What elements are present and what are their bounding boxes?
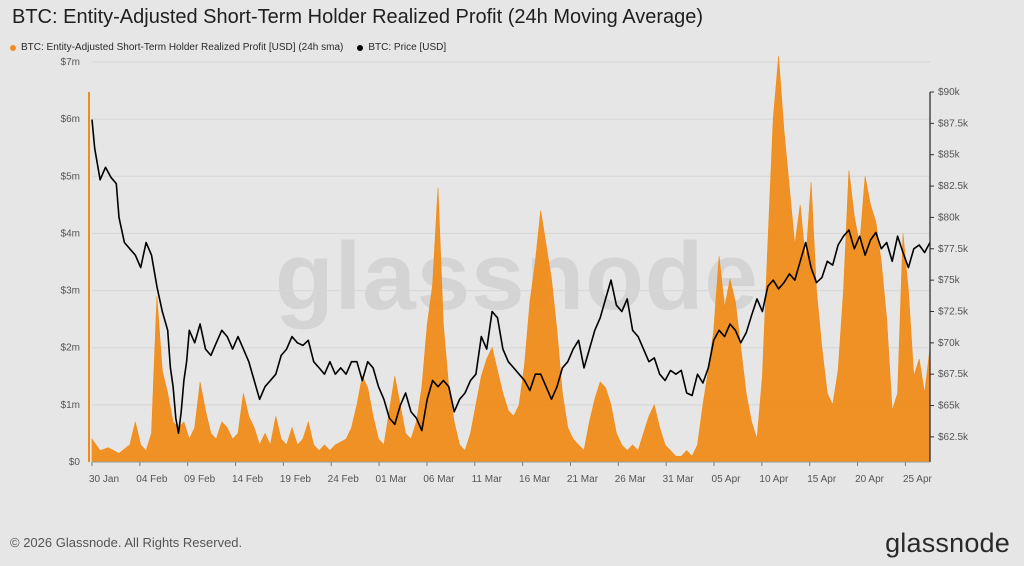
- right-tick-label: $82.5k: [938, 181, 969, 192]
- x-tick-label: 06 Mar: [423, 474, 455, 485]
- x-tick-label: 30 Jan: [89, 474, 119, 485]
- x-tick-label: 26 Mar: [615, 474, 647, 485]
- right-tick-label: $85k: [938, 150, 961, 161]
- left-tick-label: $1m: [61, 400, 80, 411]
- chart-title: BTC: Entity-Adjusted Short-Term Holder R…: [12, 6, 704, 28]
- x-tick-label: 24 Feb: [328, 474, 360, 485]
- series-profit: [91, 56, 931, 463]
- left-axis: $0 $1m $2m $3m $4m $5m $6m $7m: [61, 57, 81, 468]
- legend-label-price: BTC: Price [USD]: [368, 42, 447, 53]
- right-tick-label: $62.5k: [938, 432, 969, 443]
- x-tick-label: 14 Feb: [232, 474, 264, 485]
- x-tick-label: 11 Mar: [472, 474, 503, 485]
- x-tick-label: 04 Feb: [136, 474, 168, 485]
- left-tick-label: $5m: [61, 171, 80, 182]
- legend-dot-price: [357, 44, 364, 51]
- right-tick-label: $72.5k: [938, 306, 969, 317]
- left-tick-label: $3m: [61, 286, 80, 297]
- right-axis: $62.5k $65k $67.5k $70k $72.5k $75k $77.5k $80k…: [930, 87, 969, 443]
- right-tick-label: $75k: [938, 275, 961, 286]
- right-tick-label: $67.5k: [938, 369, 969, 380]
- x-tick-label: 09 Feb: [184, 474, 216, 485]
- price-line: [91, 119, 931, 434]
- brand-logo: glassnode: [885, 528, 1010, 558]
- right-tick-label: $70k: [938, 338, 961, 349]
- profit-area: [91, 56, 931, 463]
- right-tick-label: $80k: [938, 212, 961, 223]
- x-tick-label: 16 Mar: [519, 474, 551, 485]
- left-tick-label: $2m: [61, 343, 80, 354]
- legend-item-profit[interactable]: BTC: Entity-Adjusted Short-Term Holder R…: [10, 42, 343, 53]
- x-axis: 30 Jan 04 Feb 09 Feb 14 Feb 19 Feb 24 Feb 01 M…: [89, 462, 933, 485]
- right-tick-label: $65k: [938, 401, 961, 412]
- left-tick-label: $0: [69, 457, 81, 468]
- x-tick-label: 10 Apr: [759, 474, 789, 485]
- x-tick-label: 25 Apr: [903, 474, 933, 485]
- legend-item-price[interactable]: BTC: Price [USD]: [357, 42, 446, 53]
- legend-label-profit: BTC: Entity-Adjusted Short-Term Holder R…: [21, 42, 344, 53]
- right-tick-label: $90k: [938, 87, 961, 98]
- copyright-footer: © 2026 Glassnode. All Rights Reserved.: [10, 535, 243, 550]
- legend-dot-profit: [10, 44, 16, 51]
- x-tick-label: 01 Mar: [376, 474, 408, 485]
- x-tick-label: 21 Mar: [567, 474, 599, 485]
- x-tick-label: 19 Feb: [280, 474, 312, 485]
- x-tick-label: 15 Apr: [807, 474, 837, 485]
- x-tick-label: 31 Mar: [663, 474, 695, 485]
- right-tick-label: $87.5k: [938, 118, 969, 129]
- right-tick-label: $77.5k: [938, 244, 969, 255]
- legend: BTC: Entity-Adjusted Short-Term Holder R…: [10, 42, 446, 53]
- x-tick-label: 20 Apr: [855, 474, 885, 485]
- left-tick-label: $7m: [61, 57, 80, 68]
- left-tick-label: $6m: [61, 114, 80, 125]
- x-tick-label: 05 Apr: [712, 474, 742, 485]
- axis-lines: [88, 92, 931, 463]
- series-price: [91, 119, 931, 434]
- left-tick-label: $4m: [61, 228, 80, 239]
